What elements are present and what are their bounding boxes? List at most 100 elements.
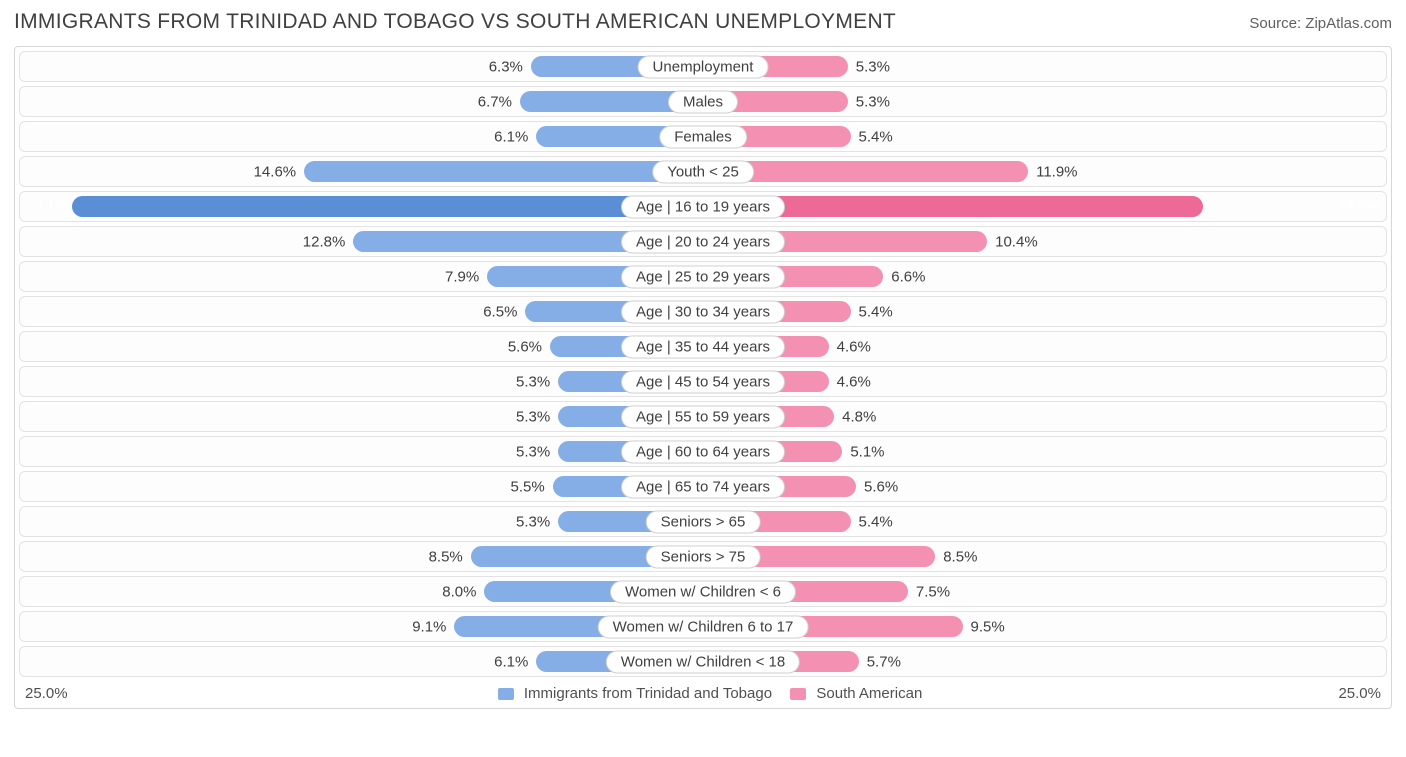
- chart-row: 6.1% 5.4% Females: [19, 121, 1387, 152]
- chart-row: 12.8% 10.4% Age | 20 to 24 years: [19, 226, 1387, 257]
- row-right-half: 5.3%: [703, 52, 1386, 81]
- row-left-half: 8.5%: [20, 542, 703, 571]
- pct-label-left: 12.8%: [303, 233, 346, 250]
- axis-max-right: 25.0%: [1338, 685, 1381, 702]
- category-label: Age | 16 to 19 years: [621, 195, 785, 218]
- pct-label-left: 5.3%: [516, 443, 550, 460]
- category-label: Women w/ Children 6 to 17: [598, 615, 809, 638]
- row-left-half: 5.3%: [20, 437, 703, 466]
- pct-label-right: 5.6%: [864, 478, 898, 495]
- pct-label-right: 11.9%: [1036, 163, 1077, 180]
- pct-label-left: 5.3%: [516, 513, 550, 530]
- chart-row: 5.3%4.8%Age | 55 to 59 years: [19, 401, 1387, 432]
- pct-label-left: 6.7%: [478, 93, 512, 110]
- pct-label-left: 6.1%: [494, 128, 528, 145]
- chart-area: 6.3%5.3%Unemployment6.7%5.3%Males6.1%5.4…: [14, 46, 1392, 709]
- pct-label-right: 5.1%: [850, 443, 884, 460]
- category-label: Women w/ Children < 18: [606, 650, 800, 673]
- row-left-half: 5.6%: [20, 332, 703, 361]
- source-name: ZipAtlas.com: [1305, 15, 1392, 32]
- category-label: Age | 65 to 74 years: [621, 475, 785, 498]
- category-label: Unemployment: [638, 55, 769, 78]
- chart-row: 5.3% 5.4% Seniors > 65: [19, 506, 1387, 537]
- row-right-half: 5.3%: [703, 87, 1386, 116]
- chart-row: 5.6%4.6%Age | 35 to 44 years: [19, 331, 1387, 362]
- category-label: Seniors > 65: [646, 510, 761, 533]
- row-right-half: 11.9%: [703, 157, 1386, 186]
- category-label: Age | 20 to 24 years: [621, 230, 785, 253]
- category-label: Males: [668, 90, 738, 113]
- row-right-half: 5.6%: [703, 472, 1386, 501]
- category-label: Females: [659, 125, 747, 148]
- row-left-half: 23.1%: [20, 192, 703, 221]
- pct-label-left: 9.1%: [412, 618, 446, 635]
- pct-label-right: 18.3%: [1337, 198, 1380, 215]
- chart-footer: 25.0% Immigrants from Trinidad and Tobag…: [19, 681, 1387, 708]
- chart-row: 5.5% 5.6% Age | 65 to 74 years: [19, 471, 1387, 502]
- row-left-half: 6.1%: [20, 647, 703, 676]
- category-label: Age | 45 to 54 years: [621, 370, 785, 393]
- chart-row: 6.3% 5.3% Unemployment: [19, 51, 1387, 82]
- row-right-half: 7.5%: [703, 577, 1386, 606]
- legend-label-left: Immigrants from Trinidad and Tobago: [524, 685, 772, 702]
- row-right-half: 5.4%: [703, 297, 1386, 326]
- row-right-half: 5.4%: [703, 122, 1386, 151]
- category-label: Youth < 25: [652, 160, 754, 183]
- row-left-half: 6.3%: [20, 52, 703, 81]
- source-prefix: Source:: [1249, 15, 1305, 32]
- chart-row: 8.0%7.5%Women w/ Children < 6: [19, 576, 1387, 607]
- chart-row: 5.3% 4.6% Age | 45 to 54 years: [19, 366, 1387, 397]
- row-left-half: 6.1%: [20, 122, 703, 151]
- chart-row: 6.1% 5.7%Women w/ Children < 18: [19, 646, 1387, 677]
- pct-label-left: 6.1%: [494, 653, 528, 670]
- category-label: Seniors > 75: [646, 545, 761, 568]
- row-left-half: 5.3%: [20, 367, 703, 396]
- pct-label-left: 14.6%: [254, 163, 297, 180]
- chart-row: 14.6% 11.9% Youth < 25: [19, 156, 1387, 187]
- chart-row: 23.1% 18.3% Age | 16 to 19 years: [19, 191, 1387, 222]
- pct-label-right: 7.5%: [916, 583, 950, 600]
- row-right-half: 18.3%: [703, 192, 1386, 221]
- row-right-half: 5.4%: [703, 507, 1386, 536]
- pct-label-right: 9.5%: [971, 618, 1005, 635]
- legend-swatch-left: [498, 688, 514, 700]
- pct-label-left: 5.3%: [516, 373, 550, 390]
- row-left-half: 7.9%: [20, 262, 703, 291]
- chart-row: 5.3% 5.1% Age | 60 to 64 years: [19, 436, 1387, 467]
- row-right-half: 5.7%: [703, 647, 1386, 676]
- pct-label-right: 10.4%: [995, 233, 1038, 250]
- category-label: Women w/ Children < 6: [610, 580, 796, 603]
- row-right-half: 10.4%: [703, 227, 1386, 256]
- pct-label-right: 8.5%: [943, 548, 977, 565]
- row-left-half: 14.6%: [20, 157, 703, 186]
- pct-label-left: 6.5%: [483, 303, 517, 320]
- legend-label-right: South American: [816, 685, 922, 702]
- pct-label-right: 5.3%: [856, 58, 890, 75]
- legend-swatch-right: [790, 688, 806, 700]
- row-left-half: 5.3%: [20, 402, 703, 431]
- row-right-half: 8.5%: [703, 542, 1386, 571]
- row-left-half: 5.5%: [20, 472, 703, 501]
- pct-label-left: 6.3%: [489, 58, 523, 75]
- chart-title: IMMIGRANTS FROM TRINIDAD AND TOBAGO VS S…: [14, 10, 896, 34]
- pct-label-left: 5.5%: [511, 478, 545, 495]
- pct-label-right: 5.4%: [859, 303, 893, 320]
- row-right-half: 5.1%: [703, 437, 1386, 466]
- chart-row: 6.7% 5.3%Males: [19, 86, 1387, 117]
- row-right-half: 4.8%: [703, 402, 1386, 431]
- rows-container: 6.3%5.3%Unemployment6.7%5.3%Males6.1%5.4…: [19, 51, 1387, 677]
- row-right-half: 6.6%: [703, 262, 1386, 291]
- pct-label-right: 5.4%: [859, 128, 893, 145]
- bar-left: [304, 161, 703, 182]
- chart-row: 8.5%8.5%Seniors > 75: [19, 541, 1387, 572]
- pct-label-right: 5.4%: [859, 513, 893, 530]
- axis-max-left: 25.0%: [25, 685, 68, 702]
- header: IMMIGRANTS FROM TRINIDAD AND TOBAGO VS S…: [14, 10, 1392, 34]
- pct-label-left: 5.3%: [516, 408, 550, 425]
- row-left-half: 5.3%: [20, 507, 703, 536]
- pct-label-left: 7.9%: [445, 268, 479, 285]
- category-label: Age | 60 to 64 years: [621, 440, 785, 463]
- legend: Immigrants from Trinidad and Tobago Sout…: [68, 685, 1339, 702]
- pct-label-right: 4.6%: [837, 373, 871, 390]
- category-label: Age | 30 to 34 years: [621, 300, 785, 323]
